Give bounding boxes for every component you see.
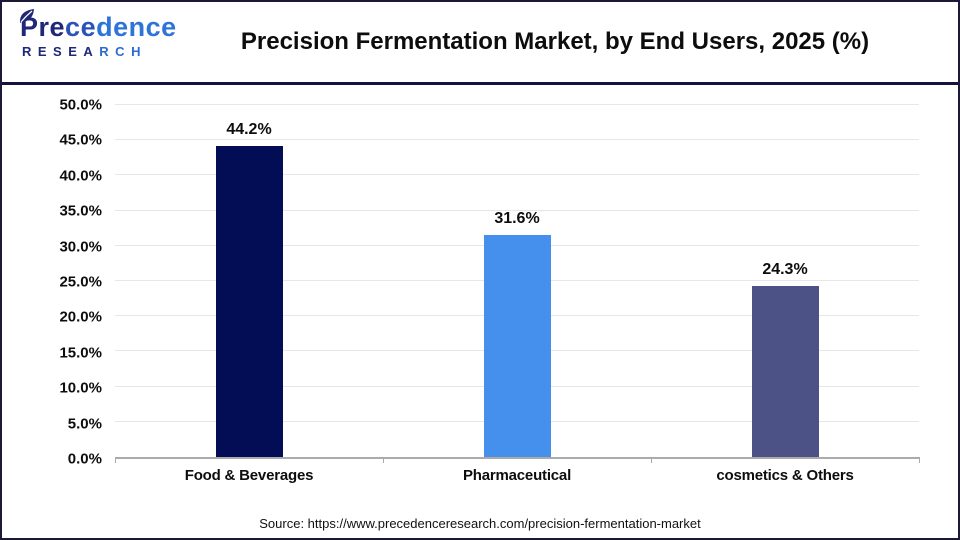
gridline (115, 104, 919, 105)
bar-group-food-beverages: 44.2% (115, 105, 383, 457)
category-label: Food & Beverages (184, 467, 314, 484)
bar-value-label: 31.6% (494, 209, 540, 227)
y-tick-label: 10.0% (59, 379, 102, 397)
y-tick-label: 0.0% (67, 450, 102, 468)
y-tick-label: 50.0% (59, 96, 102, 114)
x-axis-category-labels: Food & Beverages Pharmaceutical cosmetic… (115, 467, 919, 484)
y-tick-label: 20.0% (59, 308, 102, 326)
y-tick-label: 15.0% (59, 344, 102, 362)
x-axis-tick (382, 457, 384, 463)
logo-wordmark: Precedence (19, 9, 200, 42)
gridline (115, 174, 919, 176)
y-tick-label: 40.0% (59, 167, 102, 185)
source-text: Source: https://www.precedenceresearch.c… (259, 516, 701, 531)
chart-title-main: Precision Fermentation Market, by End Us… (240, 28, 759, 55)
bar-pharmaceutical (483, 234, 551, 457)
x-axis-tick (115, 457, 116, 463)
plot-area: 44.2% 31.6% 24.3% (115, 104, 920, 463)
y-tick-label: 25.0% (59, 273, 102, 291)
bar-value-label: 24.3% (762, 260, 808, 278)
gridline (115, 139, 919, 141)
logo-text-part: dence (96, 12, 177, 42)
gridline (115, 209, 919, 211)
precedence-research-logo: Precedence RESEARCH (19, 9, 200, 59)
logo-subtitle-part: RCH (99, 44, 147, 59)
bar-columns: 44.2% 31.6% 24.3% (115, 105, 919, 457)
category-label: cosmetics & Others (716, 467, 854, 484)
chart-title-suffix: , 2025 (%) (758, 28, 870, 55)
bar-food-beverages (215, 145, 283, 457)
y-tick-label: 45.0% (59, 131, 102, 149)
y-tick-label: 35.0% (59, 202, 102, 220)
chart-title: Precision Fermentation Market, by End Us… (241, 28, 869, 56)
chart-title-wrap: Precision Fermentation Market, by End Us… (2, 2, 958, 82)
y-tick-label: 5.0% (67, 415, 102, 433)
logo-subtitle: RESEARCH (22, 44, 200, 59)
bar-group-cosmetics-others: 24.3% (651, 105, 919, 457)
logo-subtitle-part: RESEA (22, 44, 100, 59)
leaf-icon (19, 9, 34, 23)
y-tick-label: 30.0% (59, 238, 102, 256)
category-label: Pharmaceutical (462, 467, 572, 484)
logo-text-part: ce (65, 12, 97, 42)
bar-cosmetics-others (751, 285, 819, 457)
x-axis-tick (650, 457, 652, 463)
x-axis-tick (919, 457, 920, 463)
header-divider (2, 82, 958, 85)
y-axis-labels: 0.0% 5.0% 10.0% 15.0% 20.0% 25.0% 30.0% 35.0% 40… (8, 97, 102, 468)
header: Precedence RESEARCH Precision Fermentati… (2, 2, 958, 82)
bar-group-pharmaceutical: 31.6% (383, 105, 651, 457)
bar-value-label: 44.2% (226, 120, 272, 138)
